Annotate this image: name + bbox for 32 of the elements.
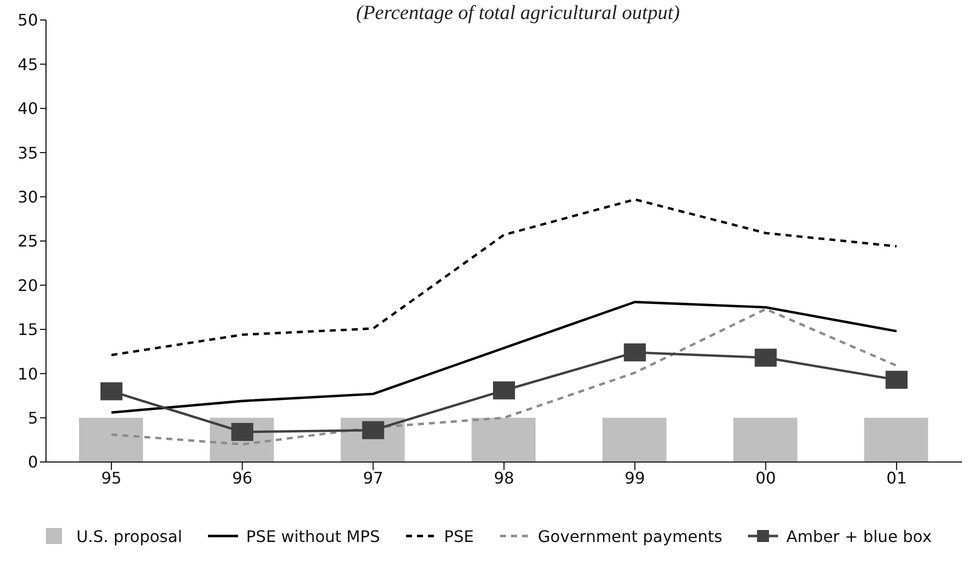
x-tick-label: 01 (886, 468, 907, 488)
y-tick-label: 0 (28, 452, 38, 472)
x-tick-label: 99 (624, 468, 646, 488)
legend-label: Amber + blue box (786, 526, 932, 546)
line-series (110, 308, 898, 446)
y-tick-label: 5 (28, 408, 38, 428)
legend-label: PSE (444, 526, 474, 546)
y-tick-label: 20 (18, 276, 38, 295)
y-tick-label: 40 (18, 99, 38, 118)
y-tick-label: 15 (18, 320, 38, 340)
legend-label: U.S. proposal (76, 526, 182, 546)
point (493, 381, 515, 400)
x-tick-label: 97 (362, 468, 384, 488)
x-tick-label: 98 (494, 468, 514, 488)
legend-label: PSE without MPS (246, 526, 380, 546)
line-series (110, 198, 898, 356)
y-tick-label: 10 (18, 364, 38, 384)
point (100, 382, 122, 400)
legend-label: Government payments (538, 526, 722, 546)
y-tick-label: 35 (18, 143, 38, 162)
x-tick-label: 96 (232, 468, 252, 488)
point (754, 348, 777, 367)
point (624, 343, 646, 362)
y-tick-label: 45 (18, 54, 38, 74)
x-tick-label: 95 (101, 468, 122, 488)
y-tick-label: 50 (18, 10, 38, 30)
line-series (110, 300, 898, 414)
point (886, 370, 908, 389)
y-tick-label: 25 (18, 232, 38, 251)
y-tick-label: 30 (18, 187, 38, 206)
x-tick-label: 00 (756, 468, 776, 488)
chart-subtitle: (Percentage of total agricultural output) (355, 2, 681, 25)
